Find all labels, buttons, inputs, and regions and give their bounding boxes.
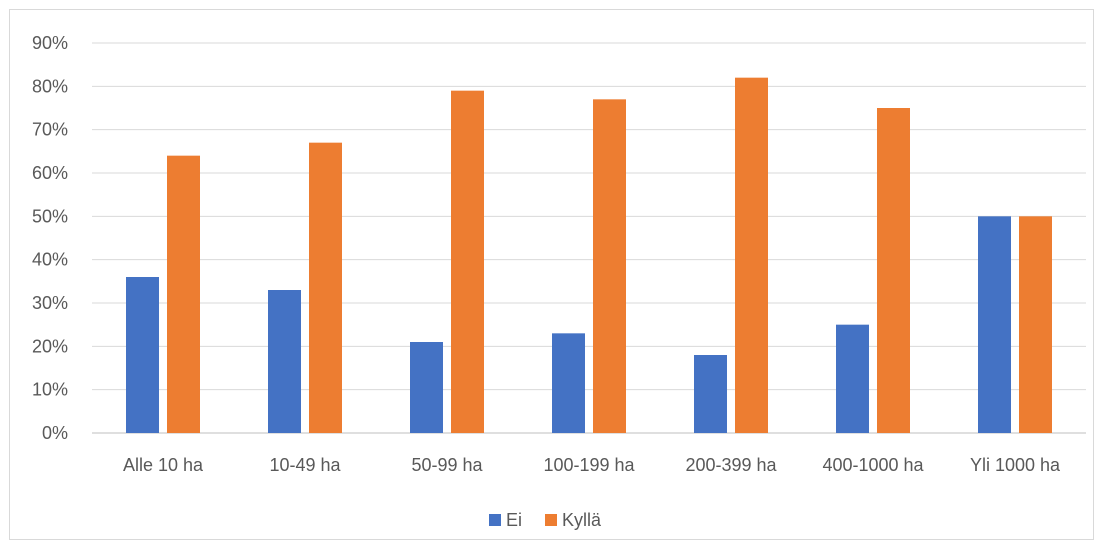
bar-ei (694, 355, 727, 433)
bar-kyll- (451, 90, 484, 434)
bar-kyll- (877, 108, 910, 433)
x-axis-ticks: Alle 10 ha 10-49 ha 50-99 ha 100-199 ha 200-… (123, 455, 1061, 475)
legend-label: Ei (506, 510, 522, 530)
legend-item: Kyllä (545, 510, 602, 530)
legend-item: Ei (489, 510, 522, 530)
bar-ei (978, 216, 1011, 433)
y-tick-label: 90% (32, 33, 68, 53)
y-tick-label: 0% (42, 423, 68, 443)
y-tick-label: 50% (32, 206, 68, 226)
bar-kyll- (309, 142, 342, 433)
bar-kyll- (593, 99, 626, 433)
x-tick-label: 50-99 ha (411, 455, 483, 475)
bar-kyll- (1019, 216, 1052, 433)
y-tick-label: 20% (32, 336, 68, 356)
y-tick-label: 30% (32, 293, 68, 313)
x-tick-label: 10-49 ha (269, 455, 341, 475)
bar-ei (836, 324, 869, 433)
bar-kyll- (167, 155, 200, 433)
y-axis-ticks: 0% 10% 20% 30% 40% 50% 60% 70% 80% 90% (32, 33, 68, 443)
y-tick-label: 80% (32, 76, 68, 96)
legend: Ei Kyllä (489, 510, 602, 530)
x-tick-label: 400-1000 ha (822, 455, 924, 475)
legend-swatch (489, 514, 501, 526)
y-tick-label: 40% (32, 250, 68, 270)
bar-kyll- (735, 77, 768, 434)
gridlines (92, 42, 1086, 434)
bar-ei (410, 342, 443, 433)
legend-swatch (545, 514, 557, 526)
x-tick-label: Yli 1000 ha (970, 455, 1061, 475)
y-tick-label: 10% (32, 380, 68, 400)
x-tick-label: 100-199 ha (543, 455, 635, 475)
y-tick-label: 70% (32, 120, 68, 140)
bar-ei (126, 277, 159, 433)
x-tick-label: 200-399 ha (685, 455, 777, 475)
x-tick-label: Alle 10 ha (123, 455, 204, 475)
legend-label: Kyllä (562, 510, 602, 530)
bars (126, 77, 1052, 434)
y-tick-label: 60% (32, 163, 68, 183)
bar-ei (552, 333, 585, 433)
bar-ei (268, 290, 301, 433)
